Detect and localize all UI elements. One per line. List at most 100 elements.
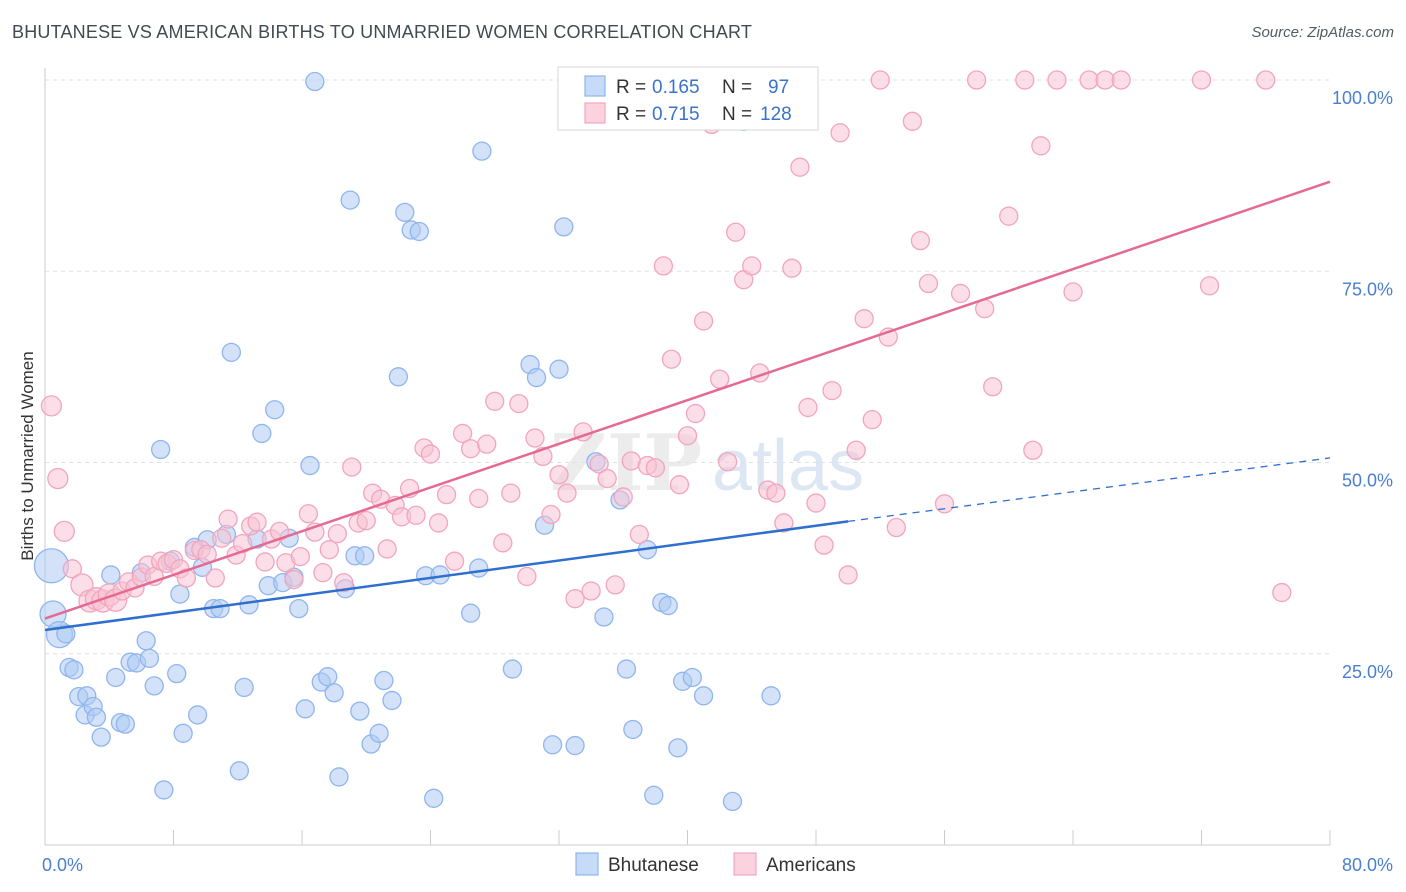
point-bhutanese-13 (106, 667, 126, 688)
point-bhutanese-66 (409, 221, 429, 242)
point-americans-123 (1023, 440, 1043, 460)
point-bhutanese-75 (526, 367, 547, 388)
point-bhutanese-3 (56, 624, 76, 644)
point-bhutanese-96 (761, 686, 781, 706)
point-bhutanese-47 (295, 699, 315, 719)
point-americans-67 (525, 428, 545, 448)
point-bhutanese-79 (554, 217, 574, 237)
point-bhutanese-64 (395, 202, 415, 222)
point-americans-56 (436, 484, 457, 505)
point-bhutanese-73 (502, 659, 523, 679)
point-americans-88 (693, 311, 714, 331)
point-americans-61 (477, 434, 497, 454)
point-bhutanese-42 (265, 400, 285, 420)
legend-bottom-label-americans: Americans (766, 855, 856, 876)
watermark-atlas: atlas (712, 426, 864, 506)
point-americans-70 (549, 465, 569, 485)
point-americans-113 (902, 111, 923, 131)
point-americans-30 (247, 512, 267, 532)
point-americans-42 (334, 572, 354, 593)
trend-line-americans (44, 180, 1331, 620)
point-americans-82 (645, 458, 666, 478)
point-americans-2 (53, 520, 75, 542)
point-americans-48 (377, 539, 397, 559)
point-americans-1 (47, 467, 69, 490)
point-bhutanese-48 (300, 455, 320, 476)
point-bhutanese-72 (472, 141, 492, 161)
series-bhutanese-points (33, 71, 781, 812)
point-bhutanese-80 (565, 735, 585, 756)
point-americans-99 (782, 258, 802, 278)
y-axis-label: Births to Unmarried Women (18, 351, 37, 560)
point-bhutanese-12 (101, 565, 121, 585)
point-americans-91 (718, 452, 738, 472)
point-bhutanese-27 (173, 723, 193, 743)
point-bhutanese-93 (693, 686, 714, 706)
point-bhutanese-87 (644, 785, 664, 805)
point-bhutanese-71 (469, 558, 489, 578)
point-americans-84 (661, 349, 682, 369)
point-bhutanese-46 (289, 598, 309, 619)
point-americans-97 (766, 483, 786, 503)
point-americans-109 (862, 410, 882, 430)
point-bhutanese-10 (86, 707, 107, 727)
point-americans-132 (1256, 70, 1276, 90)
point-bhutanese-84 (616, 659, 637, 679)
point-americans-105 (830, 123, 850, 143)
point-americans-62 (485, 391, 505, 411)
trend-lines (44, 180, 1331, 632)
point-americans-57 (444, 551, 465, 571)
point-americans-69 (541, 504, 561, 525)
point-americans-77 (605, 575, 625, 595)
point-bhutanese-26 (170, 584, 190, 604)
point-americans-133 (1272, 582, 1292, 603)
point-americans-26 (218, 509, 238, 529)
point-americans-114 (910, 230, 931, 251)
point-bhutanese-52 (324, 683, 344, 703)
point-bhutanese-37 (234, 677, 254, 698)
y-tick-label-1: 50.0% (1342, 471, 1393, 491)
point-americans-43 (342, 457, 362, 477)
legend-swatch-americans (584, 102, 606, 124)
point-americans-74 (581, 581, 601, 601)
x-tick-label-0: 0.0% (42, 855, 83, 875)
point-bhutanese-55 (340, 190, 360, 210)
point-americans-58 (452, 423, 473, 444)
point-bhutanese-92 (682, 667, 702, 688)
point-americans-40 (319, 540, 339, 560)
point-americans-86 (677, 426, 698, 446)
legend-bottom: Bhutanese Americans (575, 852, 856, 876)
legend-r-label-bhutanese: R = (616, 77, 646, 98)
point-bhutanese-33 (210, 598, 230, 619)
point-americans-124 (1031, 136, 1051, 156)
point-bhutanese-63 (388, 367, 409, 387)
chart-title: BHUTANESE VS AMERICAN BIRTHS TO UNMARRIE… (12, 22, 753, 42)
legend-r-value-bhutanese: 0.165 (652, 77, 700, 98)
point-americans-63 (493, 533, 513, 553)
point-bhutanese-57 (350, 701, 370, 721)
point-americans-36 (290, 546, 311, 567)
point-bhutanese-60 (369, 723, 389, 743)
point-americans-87 (685, 403, 706, 424)
y-tick-label-0: 25.0% (1342, 662, 1393, 682)
point-americans-75 (589, 454, 609, 474)
point-americans-116 (934, 494, 955, 514)
point-americans-31 (255, 552, 275, 572)
y-tick-label-3: 100.0% (1332, 88, 1393, 108)
point-americans-59 (461, 439, 481, 459)
point-americans-131 (1199, 276, 1220, 296)
point-americans-103 (814, 535, 834, 555)
point-americans-33 (269, 521, 290, 541)
point-bhutanese-62 (382, 690, 402, 711)
point-americans-92 (726, 222, 746, 242)
legend-n-label-americans: N = (722, 104, 752, 125)
point-bhutanese-5 (64, 660, 84, 680)
legend-n-value-bhutanese: 97 (768, 77, 789, 98)
point-americans-90 (709, 369, 730, 389)
gridlines (45, 79, 1330, 655)
point-bhutanese-89 (658, 595, 678, 616)
point-americans-122 (1015, 70, 1035, 90)
point-bhutanese-25 (167, 663, 187, 684)
point-bhutanese-68 (424, 788, 444, 808)
point-bhutanese-82 (594, 607, 614, 627)
